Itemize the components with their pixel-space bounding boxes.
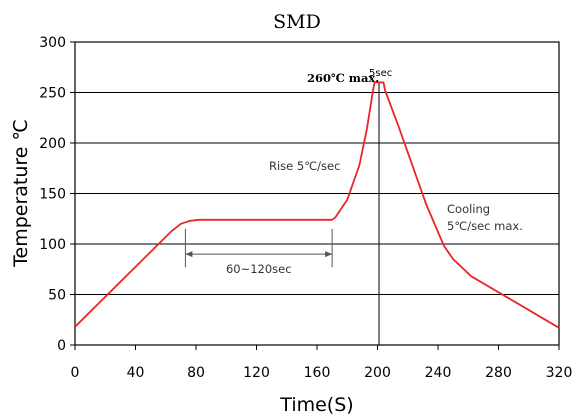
x-axis-ticks: 0 40 80 120 160 200 240 280 320 <box>71 345 573 381</box>
preheat-span-label: 60~120sec <box>226 262 292 276</box>
x-tick-label-40: 40 <box>127 365 145 381</box>
x-tick-label-0: 0 <box>71 365 80 381</box>
x-tick-label-160: 160 <box>304 365 331 381</box>
preheat-dimension: 60~120sec <box>184 228 333 276</box>
y-tick-label-150: 150 <box>39 187 66 203</box>
preheat-dim-left-arrow <box>185 251 193 258</box>
x-tick-label-280: 280 <box>485 365 512 381</box>
y-axis-label: Temperature ℃ <box>10 119 32 268</box>
cooling-label: Cooling <box>447 202 490 216</box>
x-tick-label-200: 200 <box>364 365 391 381</box>
x-axis-label: Time(S) <box>279 394 353 416</box>
y-tick-label-0: 0 <box>57 338 66 354</box>
x-tick-label-120: 120 <box>243 365 270 381</box>
x-tick-label-240: 240 <box>425 365 452 381</box>
preheat-dim-right-arrow <box>325 251 333 258</box>
y-tick-label-200: 200 <box>39 136 66 152</box>
y-tick-label-250: 250 <box>39 86 66 102</box>
grid-lines <box>75 92 559 295</box>
y-tick-label-50: 50 <box>48 288 66 304</box>
cooling-rate-label: 5℃/sec max. <box>447 219 523 233</box>
y-axis-ticks: 0 50 100 150 200 250 300 <box>39 35 75 354</box>
x-tick-label-320: 320 <box>546 365 573 381</box>
chart-title: SMD <box>273 11 321 33</box>
peak-time-label: 5sec <box>369 68 392 79</box>
reflow-profile-line <box>74 81 560 329</box>
y-tick-label-100: 100 <box>39 237 66 253</box>
y-tick-label-300: 300 <box>39 35 66 51</box>
x-tick-label-80: 80 <box>187 365 205 381</box>
rise-rate-label: Rise 5℃/sec <box>269 159 340 173</box>
peak-temperature-label: 260℃ max. <box>307 71 379 85</box>
